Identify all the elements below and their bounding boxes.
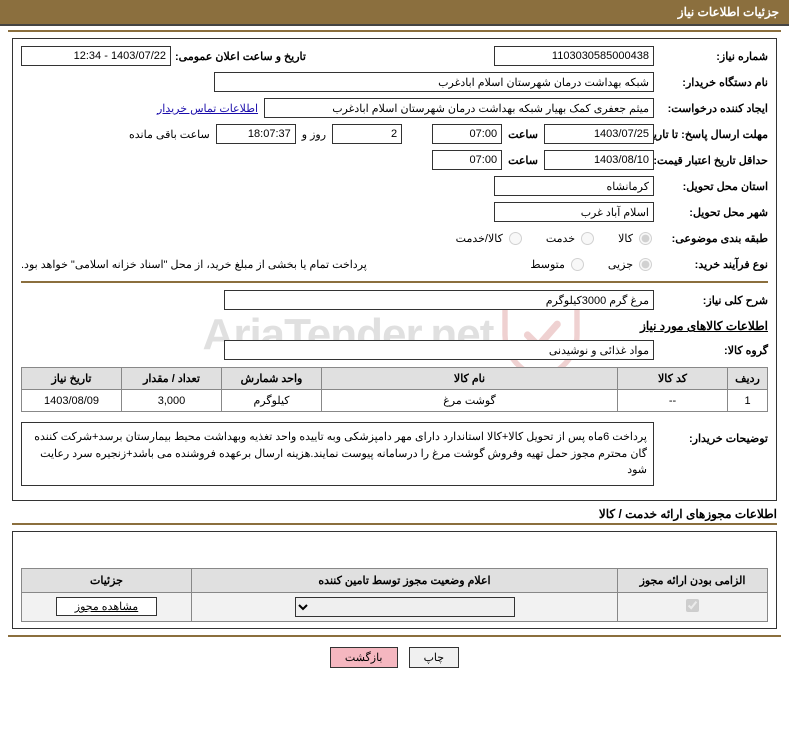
need-no-field: 1103030585000438 [494, 46, 654, 66]
hour-label-2: ساعت [508, 154, 538, 167]
radio-goods-service [509, 232, 522, 245]
cell-unit: كيلوگرم [222, 390, 322, 412]
requester-label: ایجاد کننده درخواست: [658, 102, 768, 115]
buyer-org-field: شبکه بهداشت درمان شهرستان اسلام ابادغرب [214, 72, 654, 92]
button-row: چاپ بازگشت [0, 647, 789, 668]
th-name: نام کالا [322, 368, 618, 390]
th-qty: تعداد / مقدار [122, 368, 222, 390]
announce-label: تاریخ و ساعت اعلان عمومی: [175, 50, 306, 63]
radio-partial [639, 258, 652, 271]
cell-date: 1403/08/09 [22, 390, 122, 412]
license-section-title: اطلاعات مجوزهای ارائه خدمت / کالا [12, 507, 777, 525]
cell-name: گوشت مرغ [322, 390, 618, 412]
buyer-contact-link[interactable]: اطلاعات تماس خریدار [157, 102, 258, 115]
requester-field: میثم جعفری کمک بهیار شبکه بهداشت درمان ش… [264, 98, 654, 118]
main-section: شماره نیاز: 1103030585000438 تاریخ و ساع… [12, 38, 777, 501]
bottom-divider [8, 635, 781, 637]
days-word: روز و [302, 128, 326, 141]
inner-divider [21, 281, 768, 283]
validity-date-field: 1403/08/10 [544, 150, 654, 170]
license-status-cell [192, 592, 618, 621]
th-date: تاریخ نیاز [22, 368, 122, 390]
general-desc-label: شرح کلی نیاز: [658, 294, 768, 307]
cell-code: -- [618, 390, 728, 412]
days-remaining-field: 2 [332, 124, 402, 144]
goods-group-field: مواد غذائی و نوشیدنی [224, 340, 654, 360]
deadline-hour-field: 07:00 [432, 124, 502, 144]
radio-goods [639, 232, 652, 245]
announce-field: 1403/07/22 - 12:34 [21, 46, 171, 66]
back-button[interactable]: بازگشت [330, 647, 398, 668]
divider [8, 30, 781, 32]
license-details-cell: مشاهده مجوز [22, 592, 192, 621]
buyer-explain-box: پرداخت 6ماه پس از تحویل کالا+کالا استاند… [21, 422, 654, 486]
delivery-city-field: اسلام آباد غرب [494, 202, 654, 222]
cell-qty: 3,000 [122, 390, 222, 412]
radio-goods-service-label: کالا/خدمت [456, 232, 503, 245]
th-mandatory: الزامی بودن ارائه مجوز [618, 568, 768, 592]
license-status-select[interactable] [295, 597, 515, 617]
delivery-city-label: شهر محل تحویل: [658, 206, 768, 219]
print-button[interactable]: چاپ [409, 647, 460, 668]
buyer-org-label: نام دستگاه خریدار: [658, 76, 768, 89]
radio-partial-label: جزیی [608, 258, 633, 271]
page-header: جزئیات اطلاعات نیاز [0, 0, 789, 26]
buyer-explain-label: توضیحات خریدار: [658, 418, 768, 445]
license-mandatory-checkbox [686, 599, 699, 612]
th-unit: واحد شمارش [222, 368, 322, 390]
deadline-date-field: 1403/07/25 [544, 124, 654, 144]
th-details: جزئیات [22, 568, 192, 592]
license-row: مشاهده مجوز [22, 592, 768, 621]
page-title: جزئیات اطلاعات نیاز [678, 5, 779, 19]
delivery-province-field: کرمانشاه [494, 176, 654, 196]
category-label: طبقه بندی موضوعی: [658, 232, 768, 245]
general-desc-field: مرغ گرم 3000کیلوگرم [224, 290, 654, 310]
radio-goods-label: کالا [618, 232, 633, 245]
goods-info-heading: اطلاعات کالاهای مورد نیاز [21, 319, 768, 333]
purchase-type-label: نوع فرآیند خرید: [658, 258, 768, 271]
license-section: الزامی بودن ارائه مجوز اعلام وضعیت مجوز … [12, 531, 777, 629]
time-remaining-field: 18:07:37 [216, 124, 296, 144]
license-mandatory-cell [618, 592, 768, 621]
radio-medium [571, 258, 584, 271]
remaining-suffix: ساعت باقی مانده [129, 128, 210, 141]
deadline-label: مهلت ارسال پاسخ: تا تاریخ: [658, 128, 768, 141]
purchase-note: پرداخت تمام یا بخشی از مبلغ خرید، از محل… [21, 258, 367, 271]
license-table: الزامی بودن ارائه مجوز اعلام وضعیت مجوز … [21, 568, 768, 622]
radio-service-label: خدمت [546, 232, 575, 245]
goods-table: ردیف کد کالا نام کالا واحد شمارش تعداد /… [21, 367, 768, 412]
radio-service [581, 232, 594, 245]
th-code: کد کالا [618, 368, 728, 390]
category-radio-group: کالا خدمت کالا/خدمت [456, 232, 654, 245]
th-status: اعلام وضعیت مجوز توسط تامین کننده [192, 568, 618, 592]
table-row: 1 -- گوشت مرغ كيلوگرم 3,000 1403/08/09 [22, 390, 768, 412]
purchase-type-radio-group: جزیی متوسط [530, 258, 654, 271]
need-no-label: شماره نیاز: [658, 50, 768, 63]
radio-medium-label: متوسط [530, 258, 565, 271]
goods-group-label: گروه کالا: [658, 344, 768, 357]
delivery-province-label: استان محل تحویل: [658, 180, 768, 193]
cell-row: 1 [728, 390, 768, 412]
validity-hour-field: 07:00 [432, 150, 502, 170]
validity-label: حداقل تاریخ اعتبار قیمت: تا تاریخ: [658, 154, 768, 167]
view-license-button[interactable]: مشاهده مجوز [56, 597, 157, 616]
hour-label-1: ساعت [508, 128, 538, 141]
th-row: ردیف [728, 368, 768, 390]
